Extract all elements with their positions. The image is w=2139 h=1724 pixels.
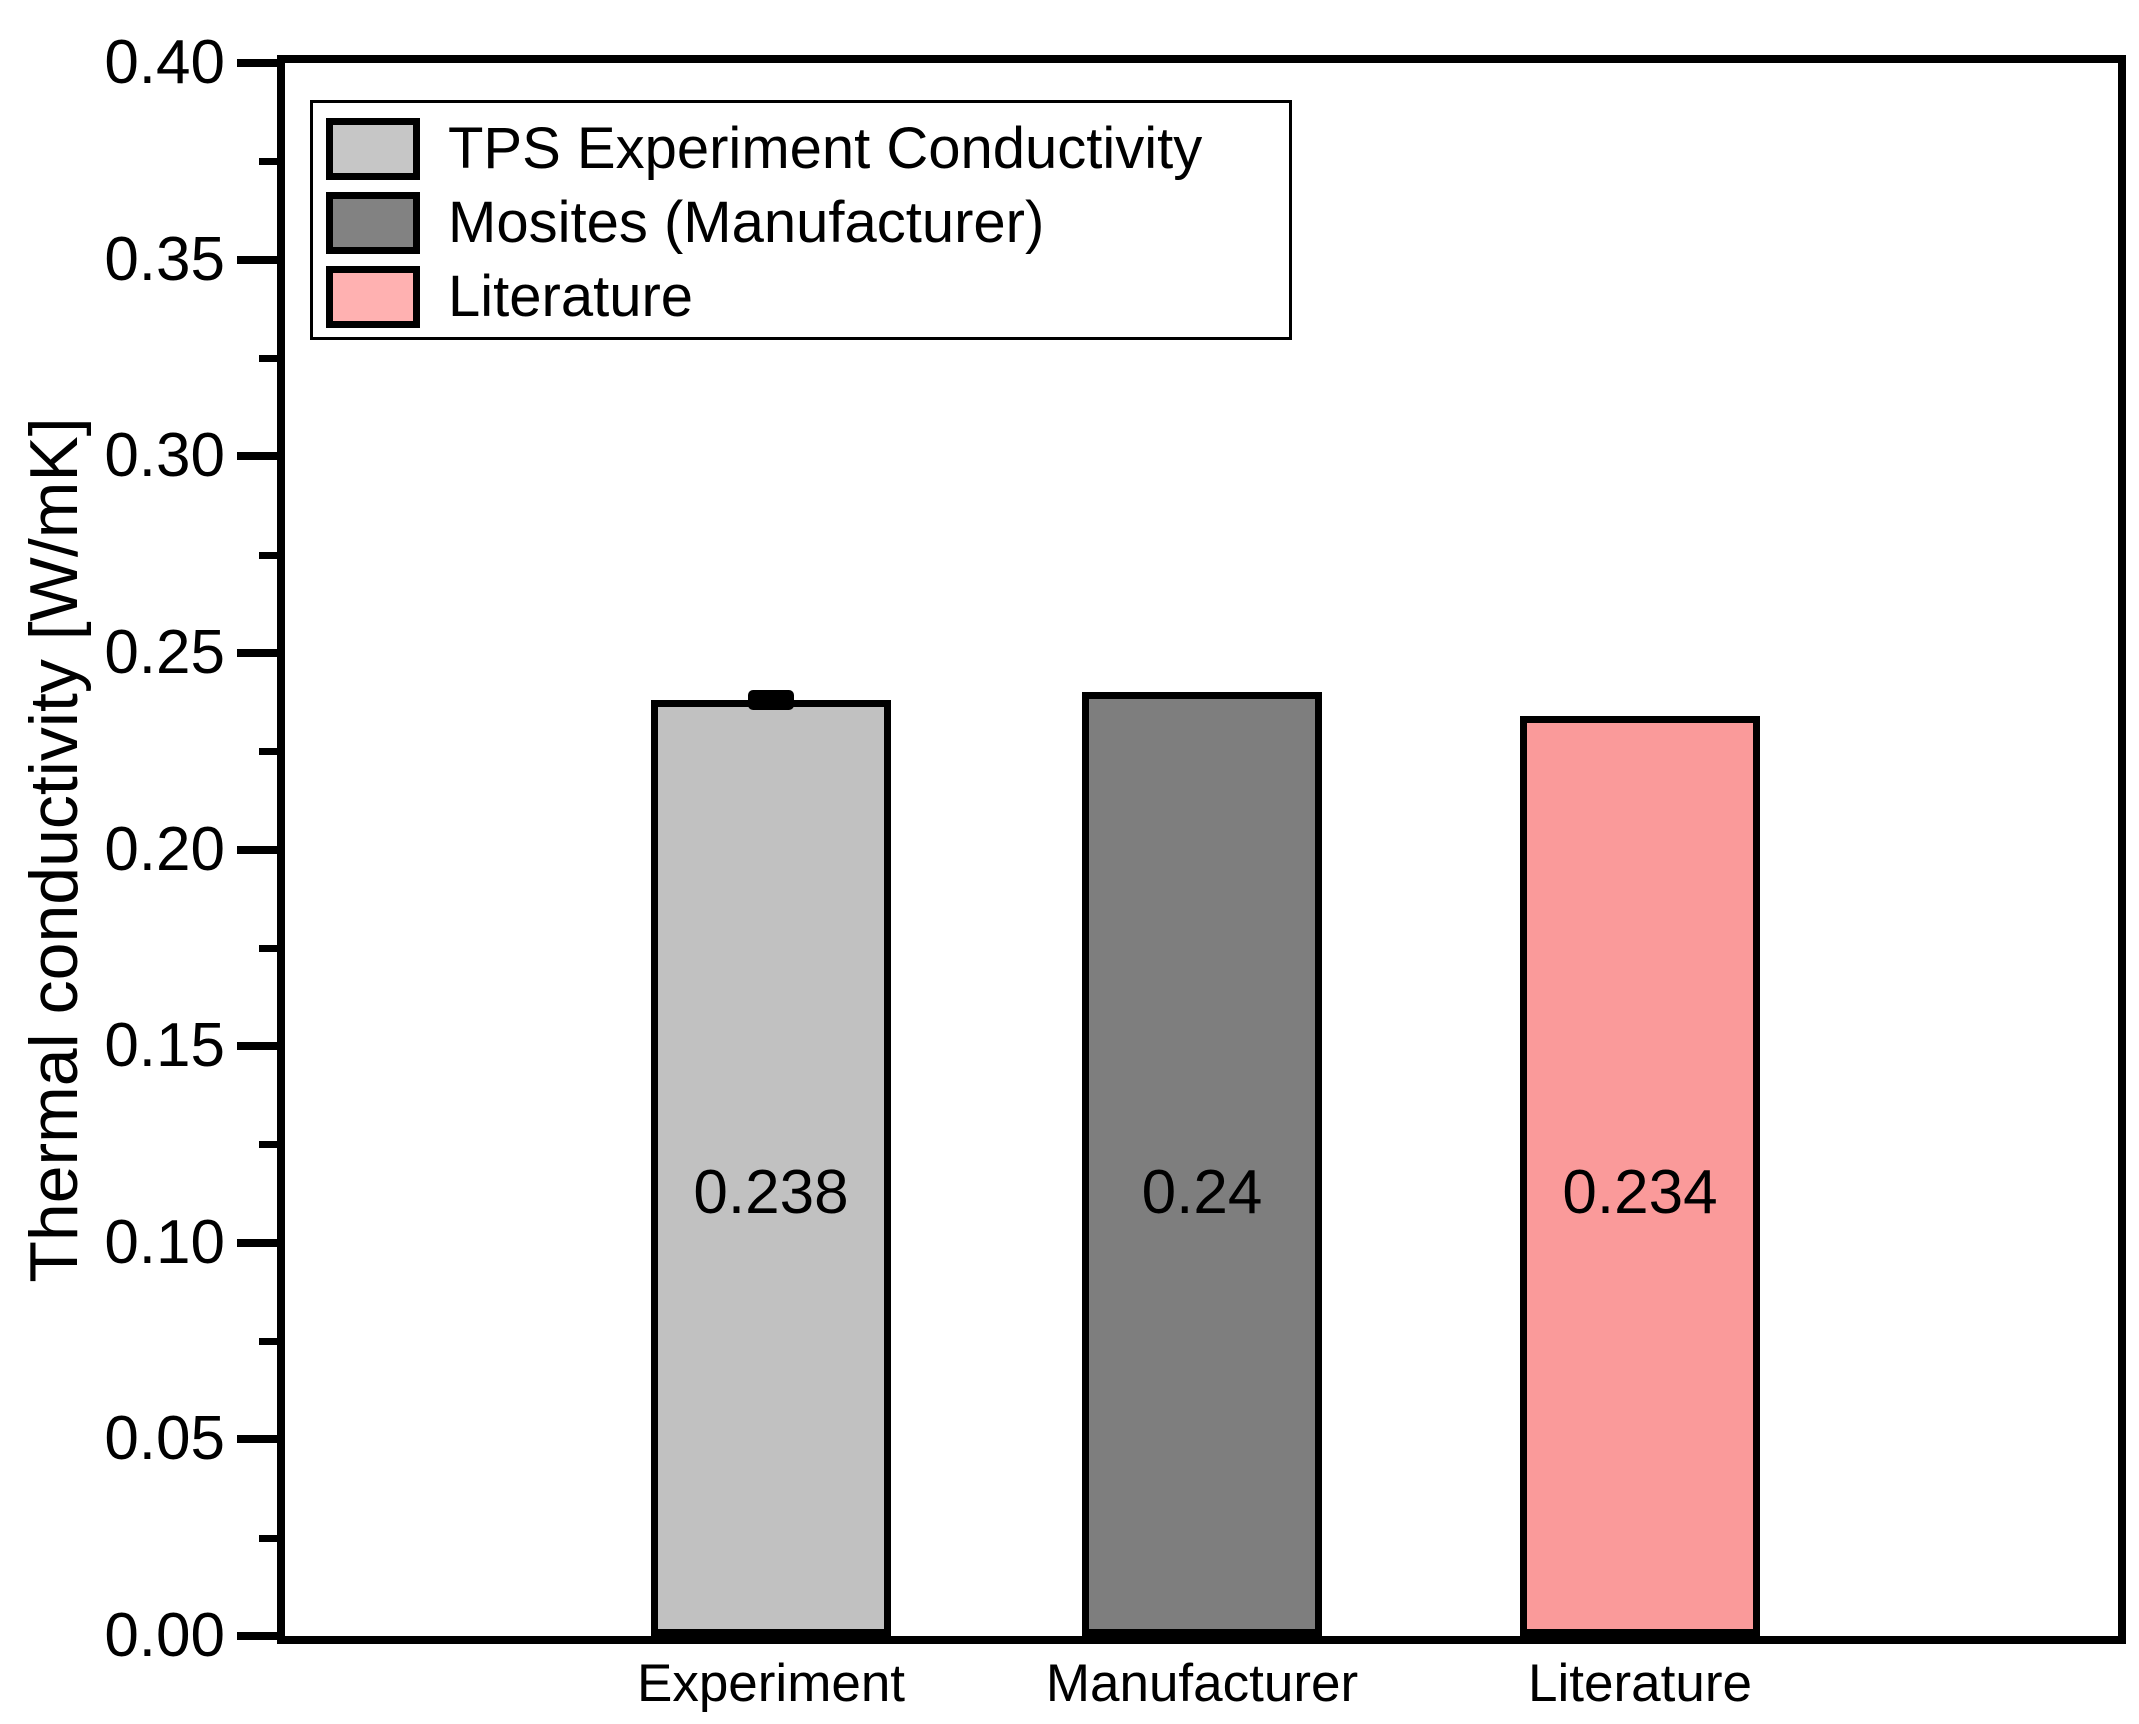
y-major-tick	[237, 1435, 285, 1444]
bar-literature	[1520, 716, 1760, 1636]
y-tick-label: 0.20	[104, 814, 225, 884]
legend-label: Mosites (Manufacturer)	[448, 190, 1045, 255]
bar-value-label: 0.238	[693, 1158, 849, 1227]
x-category-label: Literature	[1528, 1654, 1752, 1713]
y-major-tick	[237, 648, 285, 657]
legend: TPS Experiment Conductivity Mosites (Manu…	[310, 100, 1292, 340]
y-tick-label: 0.00	[104, 1601, 225, 1670]
y-tick-label: 0.35	[104, 224, 225, 294]
legend-label: TPS Experiment Conductivity	[448, 116, 1203, 181]
y-tick-label: 0.15	[104, 1011, 225, 1081]
y-minor-tick	[259, 158, 285, 166]
y-minor-tick	[259, 944, 285, 952]
x-category-label: Manufacturer	[1045, 1654, 1359, 1713]
plot-area: 0.238 0.24 0.234 TPS Experiment Conductivi…	[277, 55, 2126, 1644]
y-major-tick	[237, 1042, 285, 1051]
y-tick-label: 0.30	[104, 421, 225, 491]
y-tick-label: 0.25	[104, 617, 225, 687]
y-major-tick	[237, 255, 285, 264]
bar-experiment	[651, 700, 891, 1636]
y-major-tick	[237, 452, 285, 461]
y-major-tick	[237, 1632, 285, 1640]
y-minor-tick	[259, 1338, 285, 1346]
legend-row: TPS Experiment Conductivity	[326, 112, 1289, 186]
legend-swatch	[326, 118, 420, 180]
y-major-tick	[237, 845, 285, 854]
y-tick-label: 0.10	[104, 1207, 225, 1277]
y-minor-tick	[259, 748, 285, 756]
y-major-tick	[237, 1238, 285, 1247]
legend-label: Literature	[448, 264, 694, 329]
bar-value-label: 0.234	[1562, 1158, 1718, 1227]
bar-manufacturer	[1082, 692, 1322, 1636]
y-tick-label: 0.40	[104, 28, 225, 97]
bar-value-label: 0.24	[1141, 1158, 1263, 1227]
legend-swatch	[326, 266, 420, 328]
y-minor-tick	[259, 1534, 285, 1542]
legend-swatch	[326, 192, 420, 254]
error-bar	[748, 690, 794, 710]
y-minor-tick	[259, 354, 285, 362]
y-minor-tick	[259, 1141, 285, 1149]
x-category-label: Experiment	[636, 1654, 906, 1713]
legend-row: Mosites (Manufacturer)	[326, 186, 1289, 260]
y-major-tick	[237, 59, 285, 67]
legend-row: Literature	[326, 260, 1289, 334]
y-minor-tick	[259, 551, 285, 559]
y-tick-label: 0.05	[104, 1404, 225, 1474]
